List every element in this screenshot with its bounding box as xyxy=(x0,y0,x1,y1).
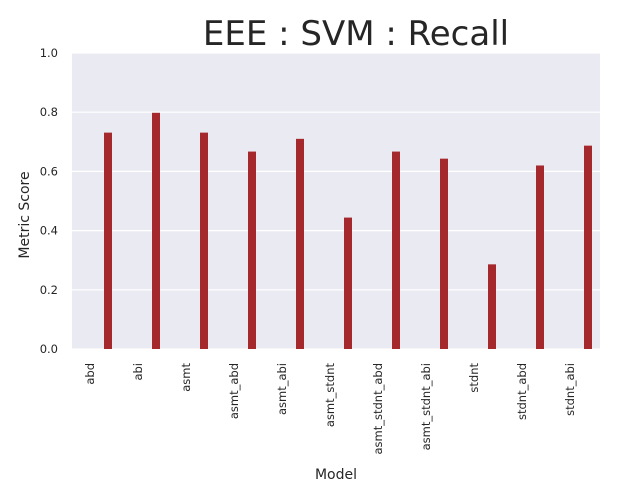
x-axis-ticks: abd abi asmt asmt_abd asmt_abi asmt_stdnt asmt… xyxy=(83,363,577,455)
y-tick-label: 1.0 xyxy=(40,46,58,60)
x-tick-label: asmt_stdnt_abd xyxy=(371,363,385,455)
chart-title: EEE : SVM : Recall xyxy=(203,14,509,54)
x-tick-label: stdnt_abi xyxy=(563,363,577,416)
y-tick-label: 0.8 xyxy=(40,105,58,119)
bar-stdnt-abi xyxy=(584,145,592,349)
bar-asmt-stdnt xyxy=(344,217,352,349)
x-tick-label: asmt_abd xyxy=(227,363,241,419)
bar-asmt xyxy=(200,132,208,349)
bar-stdnt xyxy=(488,264,496,349)
y-tick-label: 0.6 xyxy=(40,164,58,178)
x-tick-label: asmt_stdnt_abi xyxy=(419,363,433,450)
bar-abi xyxy=(152,112,160,350)
x-tick-label: stdnt xyxy=(467,363,481,393)
x-tick-label: asmt_stdnt xyxy=(323,363,337,428)
bar-asmt-abd xyxy=(248,151,256,349)
bar-asmt-stdnt-abd xyxy=(392,151,400,349)
x-tick-label: asmt_abi xyxy=(275,363,289,415)
bar-asmt-abi xyxy=(296,138,304,349)
x-tick-label: stdnt_abd xyxy=(515,363,529,420)
y-axis-label: Metric Score xyxy=(17,171,33,258)
bars xyxy=(104,112,592,350)
y-axis-ticks: 0.0 0.2 0.4 0.6 0.8 1.0 xyxy=(40,46,58,356)
x-axis-label: Model xyxy=(315,467,357,483)
x-tick-label: asmt xyxy=(179,363,193,392)
bar-abd xyxy=(104,132,112,349)
y-tick-label: 0.4 xyxy=(40,224,58,238)
bar-stdnt-abd xyxy=(536,165,544,349)
plot-area xyxy=(72,53,600,349)
x-tick-label: abd xyxy=(83,363,97,385)
y-tick-label: 0.2 xyxy=(40,283,58,297)
y-tick-label: 0.0 xyxy=(40,342,58,356)
bar-asmt-stdnt-abi xyxy=(440,158,448,349)
x-tick-label: abi xyxy=(131,363,145,381)
